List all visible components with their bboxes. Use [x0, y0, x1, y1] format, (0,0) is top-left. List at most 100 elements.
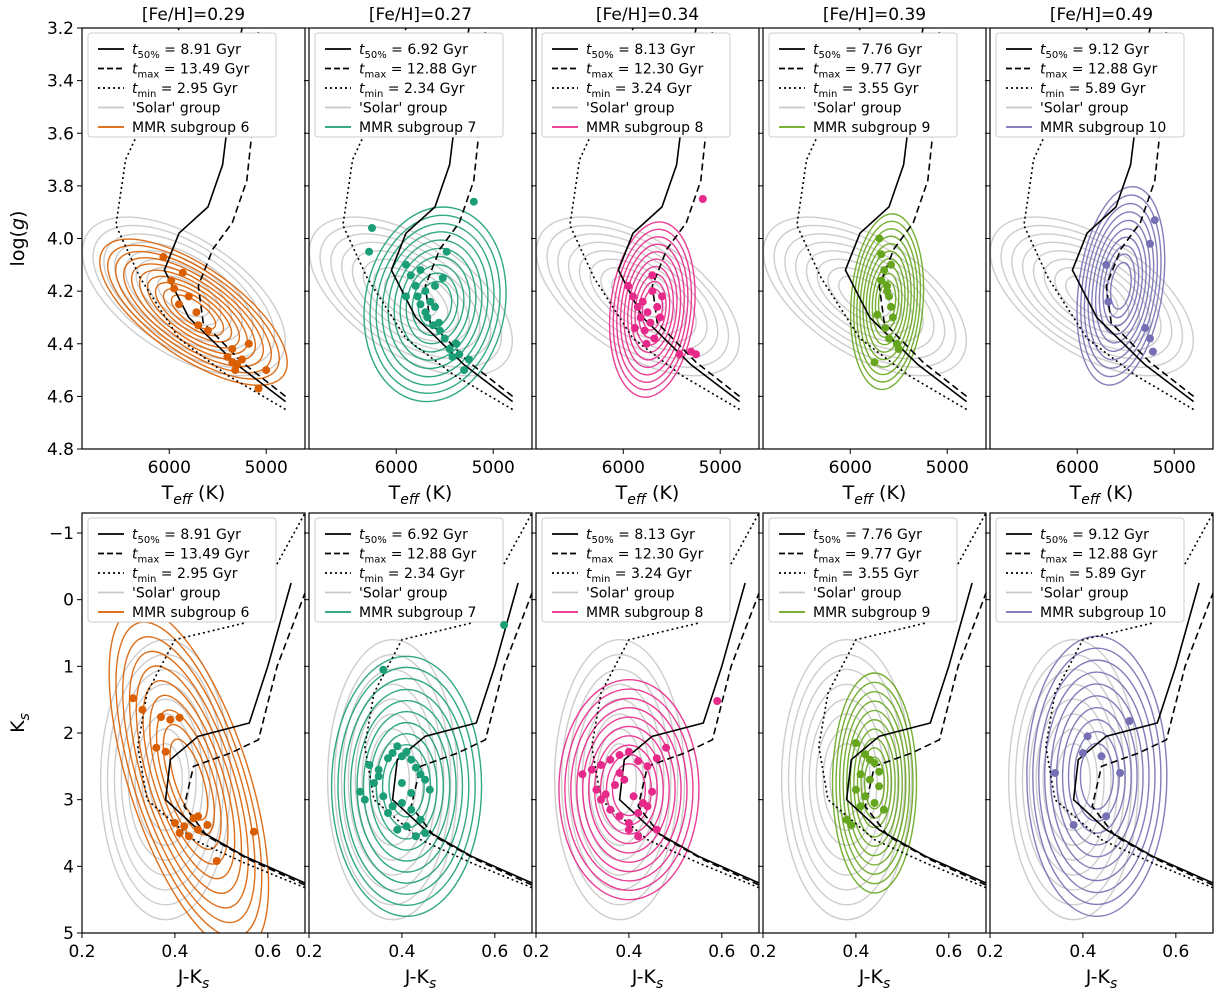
legend-label: 'Solar' group: [132, 586, 221, 602]
data-point: [851, 785, 860, 794]
legend-t: t: [132, 81, 138, 97]
data-point: [228, 345, 237, 353]
data-point: [883, 287, 892, 296]
data-point: [435, 326, 444, 335]
legend-sub: min: [592, 574, 611, 585]
y-axis-label: Ks: [7, 713, 33, 733]
data-point: [416, 815, 425, 824]
x-axis-label-unit: (K): [192, 482, 225, 504]
subgroup-contour: [570, 697, 688, 882]
solar-contour: [763, 216, 967, 377]
solar-contour: [1000, 224, 1184, 368]
legend-label: 'Solar' group: [1040, 101, 1129, 117]
data-point: [407, 789, 416, 797]
data-point: [620, 775, 629, 784]
solar-contour: [82, 216, 286, 377]
x-tick-label: 6000: [829, 458, 872, 478]
x-tick-label: 0.6: [481, 942, 508, 962]
data-point: [624, 747, 633, 756]
panel-plot-area: [309, 28, 514, 411]
data-point: [262, 366, 271, 375]
data-point: [1116, 769, 1125, 777]
data-point: [875, 767, 884, 776]
isochrone-tmin: [363, 513, 532, 889]
subgroup-contour: [337, 666, 476, 906]
legend-label: tmax = 13.49 Gyr: [132, 62, 250, 81]
data-point: [636, 313, 645, 322]
x-axis-label-unit: (K): [1100, 482, 1133, 504]
data-point: [178, 268, 187, 277]
x-axis-label-sub: s: [883, 976, 890, 992]
y-tick-label: 0: [63, 591, 74, 611]
panel-title: [Fe/H]=0.34: [596, 5, 699, 25]
legend-t: t: [813, 547, 819, 563]
subgroup-contour: [162, 288, 225, 337]
data-point: [642, 339, 651, 348]
legend-value: = 8.91 Gyr: [160, 42, 241, 58]
x-tick-label: 6000: [375, 458, 418, 478]
legend-value: = 3.55 Gyr: [837, 81, 918, 97]
legend-sub: min: [1046, 574, 1065, 585]
subgroup-contour: [170, 294, 217, 331]
legend-value: = 9.12 Gyr: [1068, 42, 1149, 58]
panel-title: [Fe/H]=0.39: [823, 5, 926, 25]
panel-frame: [989, 512, 1214, 934]
data-point: [1146, 334, 1154, 343]
legend-label: t50% = 8.13 Gyr: [586, 42, 695, 61]
data-point: [578, 770, 587, 779]
data-point: [643, 802, 652, 811]
data-point: [634, 809, 643, 817]
data-point: [870, 799, 879, 807]
subgroup-contour: [363, 206, 507, 403]
legend-t: t: [1040, 81, 1046, 97]
subgroup-contour: [627, 258, 678, 361]
legend-label: 'Solar' group: [813, 101, 902, 117]
subgroup-contour: [138, 269, 249, 355]
legend-t: t: [359, 62, 365, 78]
data-point: [624, 819, 633, 827]
subgroup-contour: [849, 213, 925, 391]
legend-value: = 12.88 Gyr: [386, 62, 476, 78]
legend-value: = 3.55 Gyr: [837, 566, 918, 582]
legend-label: MMR subgroup 9: [813, 120, 930, 136]
x-tick-label: 0.4: [388, 942, 415, 962]
y-tick-label: 3.4: [47, 72, 74, 92]
solar-contour: [309, 216, 513, 377]
legend-value: = 6.92 Gyr: [387, 527, 468, 543]
legend-sub: min: [138, 89, 157, 100]
x-tick-label: 0.6: [254, 942, 281, 962]
data-point: [212, 857, 221, 865]
data-point: [865, 755, 874, 764]
x-tick-label: 6000: [148, 458, 191, 478]
legend-label: MMR subgroup 10: [1040, 605, 1166, 621]
subgroup-contour: [849, 719, 900, 847]
x-tick-label: 0.6: [935, 942, 962, 962]
legend-frame: [768, 517, 958, 623]
data-point: [460, 366, 469, 375]
legend-sub: min: [365, 574, 384, 585]
legend-frame: [768, 32, 958, 138]
legend-value: = 2.95 Gyr: [156, 566, 237, 582]
legend-sub: min: [138, 574, 157, 585]
data-point: [646, 318, 655, 327]
x-tick-label: 5000: [926, 458, 969, 478]
legend-value: = 2.95 Gyr: [156, 81, 237, 97]
legend-label: t50% = 8.91 Gyr: [132, 42, 241, 61]
data-point: [416, 300, 425, 309]
solar-contour: [595, 728, 644, 832]
solar-contour: [1032, 250, 1151, 343]
subgroup-contour: [369, 214, 501, 394]
subgroup-contour: [853, 728, 896, 838]
subgroup-contour: [154, 281, 233, 343]
data-point: [640, 326, 649, 335]
subgroup-contour: [863, 756, 886, 810]
x-tick-label: 6000: [602, 458, 645, 478]
subgroup-contour: [1091, 219, 1151, 353]
legend-sub: 50%: [138, 50, 160, 61]
x-axis-label-sub: s: [656, 976, 663, 992]
data-point: [440, 334, 449, 343]
data-point: [675, 350, 684, 359]
data-point: [402, 822, 411, 831]
legend-label: t50% = 6.92 Gyr: [359, 42, 468, 61]
data-point: [653, 302, 662, 311]
